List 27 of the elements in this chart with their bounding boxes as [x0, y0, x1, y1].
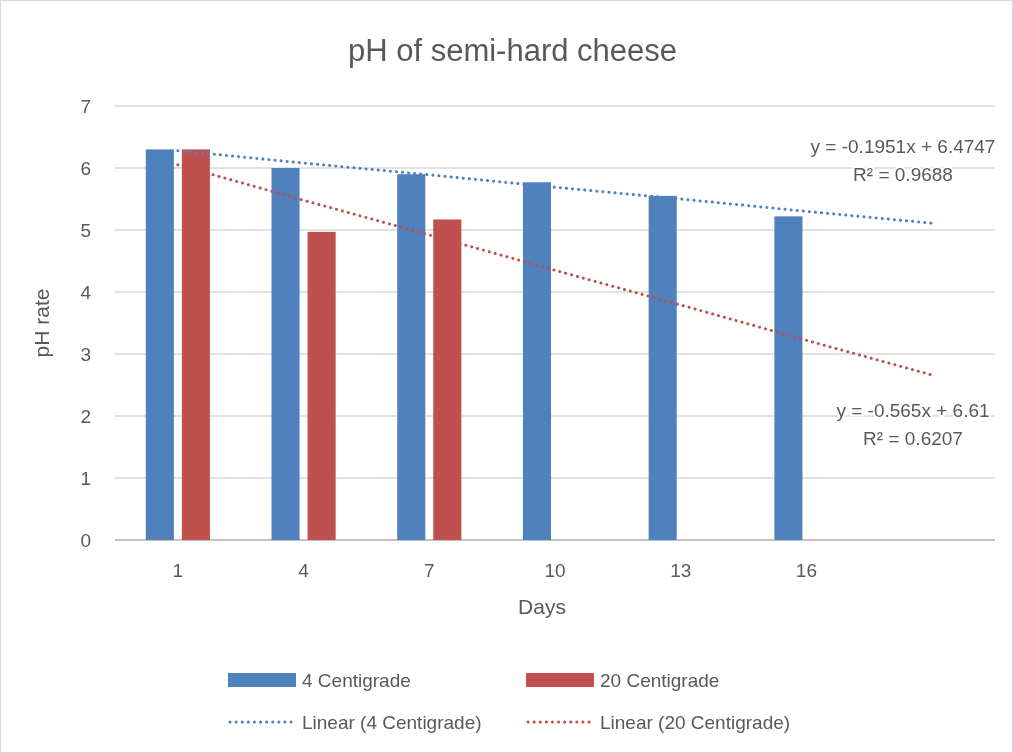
x-tick-label: 7 — [424, 559, 435, 581]
x-tick-label: 13 — [670, 559, 692, 581]
y-tick-label: 6 — [80, 157, 91, 179]
legend-label: 4 Centigrade — [302, 669, 411, 691]
bar — [307, 231, 336, 540]
y-tick-label: 4 — [80, 281, 92, 303]
y-tick-label: 2 — [80, 405, 91, 427]
annotation: y = -0.1951x + 6.4747 R² = 0.9688 — [810, 136, 996, 185]
bar — [145, 149, 174, 540]
y-tick-label: 7 — [80, 95, 91, 117]
chart-title: pH of semi-hard cheese — [347, 32, 678, 68]
x-axis-title: Days — [518, 595, 566, 619]
y-axis-title: pH rate — [30, 288, 54, 358]
y-tick-label: 5 — [80, 219, 91, 241]
legend-label: 20 Centigrade — [600, 669, 720, 691]
x-tick-label: 1 — [172, 559, 184, 581]
y-tick-label: 3 — [80, 343, 91, 365]
x-tick-label: 16 — [795, 559, 817, 581]
y-tick-label: 0 — [80, 529, 91, 551]
legend-label: Linear (4 Centigrade) — [302, 711, 482, 733]
x-tick-label: 4 — [298, 559, 310, 581]
x-tick-label: 10 — [544, 559, 566, 581]
legend-label: Linear (20 Centigrade) — [600, 711, 791, 733]
y-tick-label: 1 — [80, 467, 91, 489]
bar — [271, 168, 300, 540]
annotation: y = -0.565x + 6.61 R² = 0.6207 — [836, 400, 990, 449]
bar — [774, 216, 803, 540]
